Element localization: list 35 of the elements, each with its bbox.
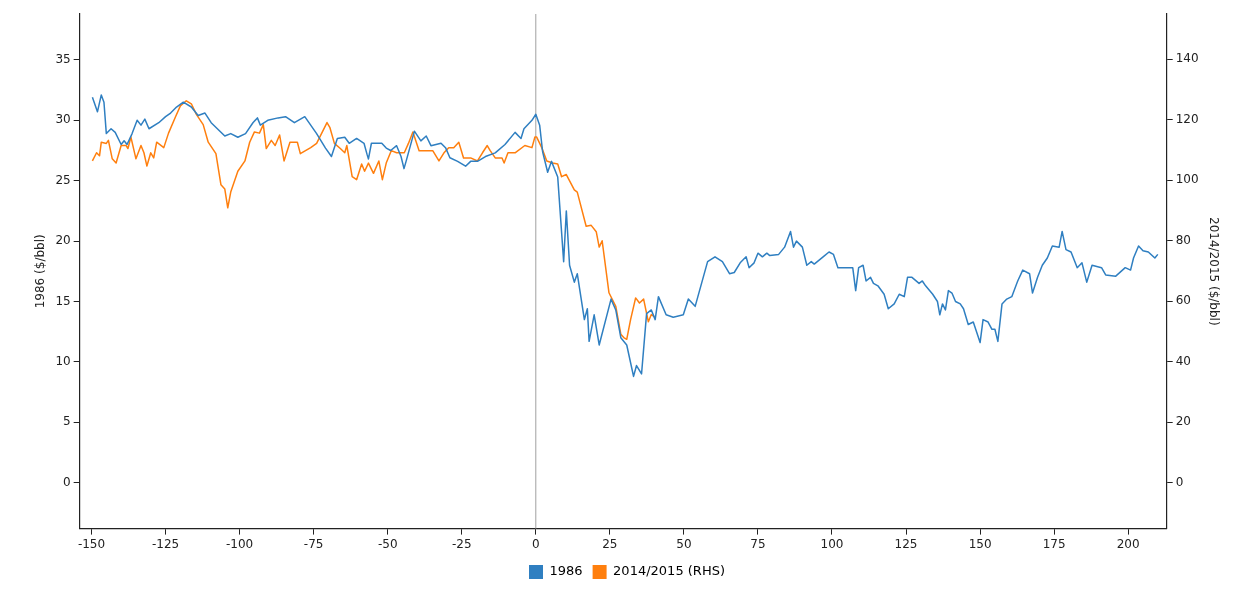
y-tick-label: 5 (63, 414, 71, 429)
x-tick-label: -125 (151, 536, 180, 551)
x-tick-label: 125 (894, 536, 918, 551)
x-tick-label: 100 (820, 536, 844, 551)
y2-tick-label: 80 (1175, 232, 1191, 247)
y-axis-title: 1986 ($/bbl) (33, 234, 48, 309)
y2-tick-label: 20 (1175, 414, 1191, 429)
x-tick-label: -150 (77, 536, 106, 551)
legend-label: 1986 (549, 563, 583, 579)
x-tick-label: -75 (303, 536, 324, 551)
x-tick-label: 150 (968, 536, 992, 551)
x-tick-label: -50 (377, 536, 398, 551)
legend-label: 2014/2015 (RHS) (613, 563, 725, 579)
x-tick-label: 75 (750, 536, 766, 551)
y2-axis-title: 2014/2015 ($/bbl) (1206, 217, 1221, 326)
y2-tick-label: 120 (1175, 111, 1199, 126)
y-tick-label: 10 (55, 354, 71, 369)
x-tick-label: 0 (531, 536, 540, 551)
x-tick-label: 175 (1042, 536, 1066, 551)
y-tick-label: 20 (55, 233, 71, 248)
y2-tick-label: 140 (1175, 51, 1199, 66)
x-tick-label: 25 (602, 536, 618, 551)
y-tick-label: 35 (55, 52, 71, 67)
y-tick-label: 0 (63, 474, 71, 489)
x-tick-label: 50 (676, 536, 692, 551)
y-tick-label: 30 (55, 112, 71, 127)
y-tick-label: 25 (55, 172, 71, 187)
y2-tick-label: 0 (1175, 474, 1184, 489)
x-tick-label: -100 (226, 536, 254, 551)
x-tick-label: 200 (1116, 536, 1140, 551)
y2-tick-label: 60 (1175, 293, 1191, 308)
x-tick-label: -25 (451, 536, 472, 551)
y2-tick-label: 100 (1175, 172, 1199, 187)
y-tick-label: 15 (55, 293, 71, 308)
y2-tick-label: 40 (1175, 353, 1191, 368)
